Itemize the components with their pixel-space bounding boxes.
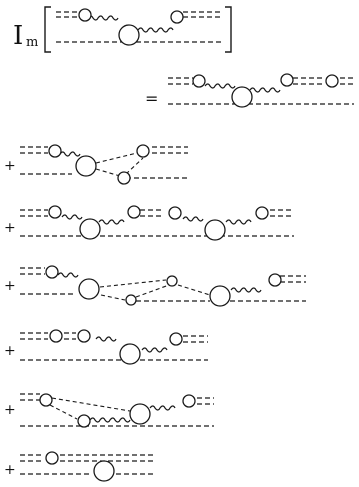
wavy-line [95,336,117,342]
left-bracket [44,6,51,53]
plus-sign: + [4,343,16,359]
small-vertex [170,10,184,24]
diagram-term-4: + [4,265,306,307]
large-vertex [118,24,140,46]
im-subscript: m [26,35,38,50]
double-lines [20,454,155,462]
dashed-line [177,284,211,296]
diagram-term-2: + [4,144,188,185]
outgoing-double-line [293,77,354,85]
small-vertex [168,206,182,220]
small-vertex [48,144,62,158]
plus-sign: + [4,462,16,478]
wavy-line [149,405,176,411]
im-symbol: I [13,21,23,51]
dashed-loop-lines [95,152,144,177]
plus-sign: + [4,158,16,174]
large-vertex [79,218,101,240]
double-lines [20,393,214,405]
wavy-line [225,219,252,225]
plus-sign: + [4,278,16,294]
diagram-imaginary-part [56,8,222,46]
large-vertex [204,219,226,241]
wavy-line [182,216,204,222]
small-vertex [77,414,91,428]
small-vertex [136,144,150,158]
small-vertex [255,206,269,220]
diagram-term-7: + [4,451,155,482]
diagram-term-1 [168,73,354,108]
large-vertex [129,403,151,425]
small-vertex [166,275,178,287]
wavy-line [89,417,131,423]
wavy-line [204,83,236,89]
small-vertex [78,8,92,22]
lower-line [20,293,306,302]
small-vertex [268,273,282,287]
small-vertex [45,265,59,279]
wavy-line [57,272,79,278]
small-vertex [280,73,294,87]
plus-sign: + [4,402,16,418]
wavy-line [61,214,83,220]
wavy-line [141,347,168,353]
incoming-double-line [168,77,193,85]
lower-line [20,173,188,179]
small-vertex [48,205,62,219]
diagram-term-6: + [4,393,214,428]
large-vertex [209,285,231,307]
large-vertex [231,86,253,108]
small-vertex [325,74,339,88]
wavy-line [98,219,125,225]
wavy-line [59,151,81,157]
incoming-double-line [56,11,79,18]
double-lines [20,209,294,217]
small-vertex [45,451,59,465]
small-vertex [127,205,141,219]
small-vertex [192,74,206,88]
double-lines [20,146,188,154]
small-vertex [77,329,91,343]
wavy-line [230,287,262,293]
wavy-line [249,87,281,93]
im-prefix: I m [13,6,232,53]
large-vertex [93,460,115,482]
small-vertex [39,393,53,407]
equals-sign: = [145,89,158,108]
diagram-term-3: + [4,205,294,241]
wavy-line [87,15,119,21]
large-vertex [78,278,100,300]
right-bracket [225,6,232,53]
dashed-loop-lines [99,279,170,301]
small-vertex [182,394,196,408]
small-vertex [117,171,131,185]
small-vertex [49,329,63,343]
dashed-lines [49,397,131,420]
large-vertex [75,155,97,177]
large-vertex [119,343,141,365]
double-lines [20,267,306,283]
wavy-line [137,27,174,33]
plus-sign: + [4,220,16,236]
small-vertex [125,294,137,306]
outgoing-double-line [183,11,222,18]
small-vertex [169,332,183,346]
diagram-term-5: + [4,329,208,365]
